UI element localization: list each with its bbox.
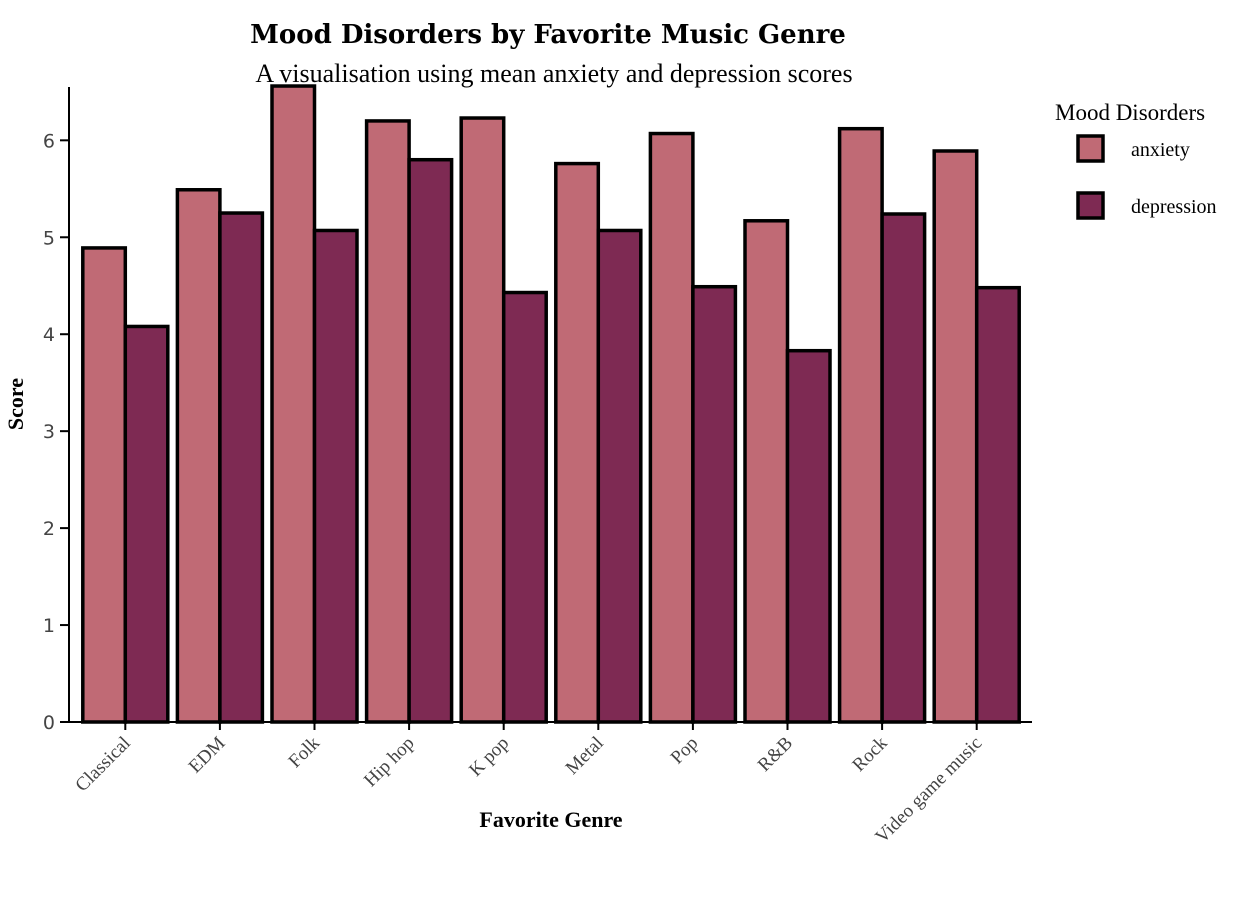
bar-anxiety-8 (837, 126, 884, 724)
bar-depression-4 (501, 290, 548, 724)
y-tick-label: 1 (43, 615, 55, 637)
x-tick-label: Folk (285, 732, 325, 772)
y-axis-title: Score (3, 378, 28, 430)
bar-depression-5 (596, 228, 643, 724)
y-tick-label: 4 (43, 324, 55, 346)
bar-anxiety-2 (270, 84, 317, 724)
bar-depression-6 (691, 284, 738, 724)
bar-anxiety-3 (364, 119, 411, 724)
x-axis-title: Favorite Genre (479, 807, 622, 832)
bar-depression-2 (312, 228, 359, 724)
x-tick-label: R&B (754, 733, 797, 776)
bar-anxiety-5 (554, 161, 601, 724)
legend-label-anxiety: anxiety (1131, 139, 1190, 161)
bar-anxiety-4 (459, 116, 506, 724)
legend: Mood Disorders anxiety depression (1055, 100, 1217, 220)
chart-title: Mood Disorders by Favorite Music Genre (250, 20, 846, 50)
y-tick-label: 5 (43, 227, 55, 249)
x-tick-label: EDM (185, 733, 230, 778)
bar-anxiety-9 (932, 149, 979, 724)
legend-swatch-anxiety (1076, 134, 1105, 163)
bar-anxiety-1 (175, 188, 222, 724)
y-axis-ticks: 0 1 2 3 4 5 6 (43, 130, 69, 734)
y-tick-label: 0 (43, 712, 55, 734)
x-tick-label: Classical (71, 733, 134, 796)
y-tick-label: 3 (43, 421, 55, 443)
chart-subtitle: A visualisation using mean anxiety and d… (255, 59, 852, 88)
x-tick-label: Rock (848, 732, 892, 776)
legend-label-depression: depression (1131, 196, 1217, 218)
bar-depression-3 (407, 157, 454, 724)
x-tick-label: Metal (562, 733, 608, 779)
bars-group (81, 84, 1021, 724)
y-tick-label: 2 (43, 518, 55, 540)
bar-depression-8 (880, 212, 927, 724)
bar-depression-7 (785, 348, 832, 724)
y-tick-label: 6 (43, 130, 55, 152)
bar-depression-1 (218, 211, 265, 724)
bar-depression-9 (974, 285, 1021, 724)
bar-anxiety-0 (81, 246, 128, 724)
bar-depression-0 (123, 324, 170, 724)
bar-anxiety-6 (648, 131, 695, 724)
bar-anxiety-7 (743, 219, 790, 724)
legend-swatch-depression (1076, 191, 1105, 220)
x-tick-label: K pop (465, 733, 513, 781)
x-tick-label: Hip hop (360, 733, 419, 792)
legend-title: Mood Disorders (1055, 100, 1205, 125)
x-tick-label: Pop (667, 733, 703, 769)
